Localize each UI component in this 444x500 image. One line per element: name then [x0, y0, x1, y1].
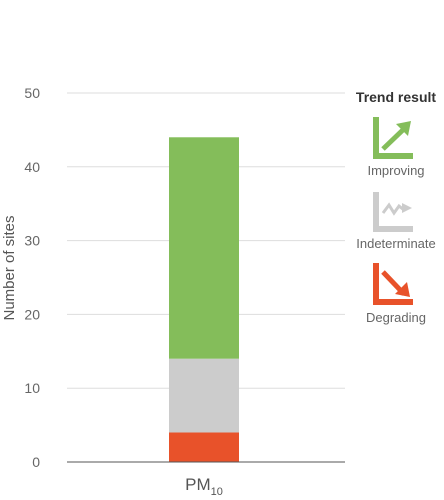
legend: Trend result Improving Indeterminate Deg… — [356, 89, 436, 325]
improving-arrow-icon — [373, 117, 413, 159]
legend-label-improving: Improving — [367, 163, 424, 178]
x-category-main: PM — [185, 475, 211, 494]
y-axis-tick-labels: 0 10 20 30 40 50 — [24, 85, 40, 470]
y-axis-label: Number of sites — [1, 215, 18, 320]
y-tick-label-20: 20 — [24, 306, 40, 322]
y-tick-label-50: 50 — [24, 85, 40, 101]
x-category-subscript: 10 — [211, 486, 223, 498]
degrading-arrow-icon — [373, 263, 413, 305]
y-tick-label-30: 30 — [24, 233, 40, 249]
legend-label-indeterminate: Indeterminate — [356, 236, 436, 251]
bar-segment-improving — [169, 137, 239, 359]
bar-segment-indeterminate — [169, 358, 239, 433]
bar-segment-degrading — [169, 432, 239, 462]
x-category-label-pm10: PM10 — [185, 475, 223, 498]
legend-title: Trend result — [356, 89, 436, 105]
y-tick-label-10: 10 — [24, 380, 40, 396]
bars — [169, 137, 239, 462]
y-tick-label-40: 40 — [24, 159, 40, 175]
legend-label-degrading: Degrading — [366, 310, 426, 325]
y-tick-label-0: 0 — [32, 454, 40, 470]
indeterminate-arrow-icon — [373, 192, 413, 232]
